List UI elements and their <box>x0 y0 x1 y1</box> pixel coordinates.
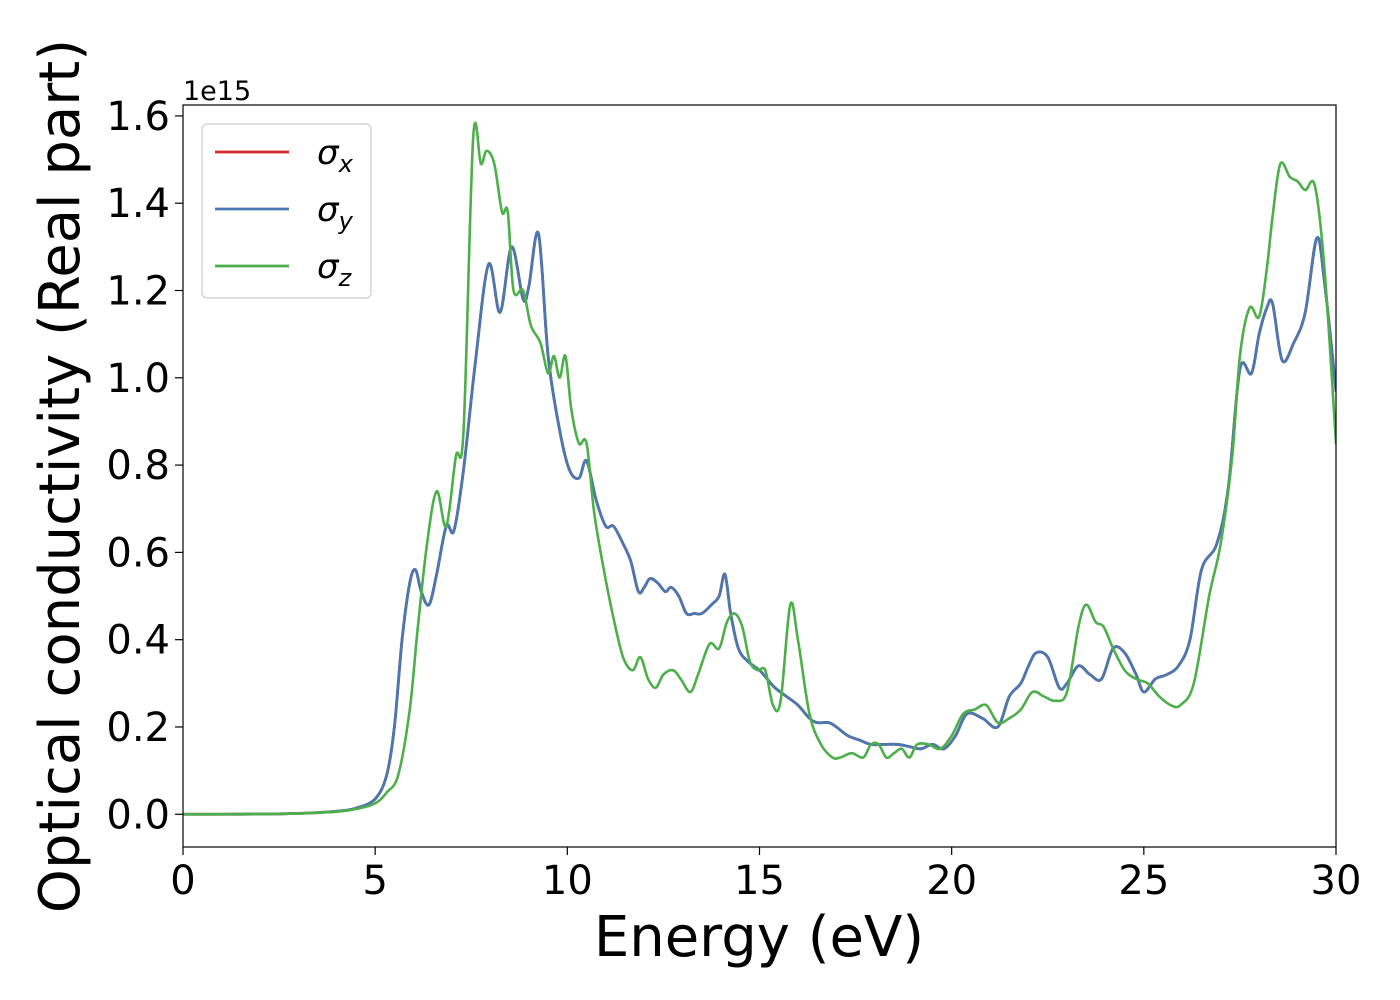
y-tick-label: 1.2 <box>106 269 170 315</box>
legend-symbol: σ <box>317 247 340 287</box>
y-tick-label: 0.0 <box>106 792 170 838</box>
x-axis: 0 5 10 15 20 25 30 <box>170 847 1361 904</box>
y-offset-label: 1e15 <box>183 76 251 107</box>
y-tick-label: 0.4 <box>106 618 170 664</box>
legend-symbol: σ <box>317 133 340 173</box>
x-tick-label: 25 <box>1118 858 1169 904</box>
x-tick-label: 30 <box>1311 858 1362 904</box>
y-axis-label: Optical conductivity (Real part) <box>28 39 93 913</box>
series-line-y <box>183 230 1336 816</box>
y-tick-label: 1.6 <box>106 94 170 140</box>
y-tick-label: 1.4 <box>106 181 170 227</box>
legend-label-x: σx <box>317 133 354 178</box>
y-tick-label: 0.6 <box>106 530 170 576</box>
legend-label-y: σy <box>317 190 354 235</box>
x-tick-label: 10 <box>542 858 593 904</box>
legend-subscript: x <box>338 150 354 178</box>
y-tick-label: 0.8 <box>106 443 170 489</box>
x-tick-label: 15 <box>734 858 785 904</box>
x-tick-label: 5 <box>362 858 387 904</box>
y-tick-label: 1.0 <box>106 356 170 402</box>
legend-box <box>201 123 372 299</box>
x-axis-label: Energy (eV) <box>594 905 924 970</box>
x-tick-label: 0 <box>170 858 195 904</box>
legend-symbol: σ <box>317 190 340 230</box>
legend-subscript: y <box>338 207 354 235</box>
legend-label-z: σz <box>317 247 353 292</box>
series-layer <box>183 121 1336 816</box>
series-line-z <box>183 121 1336 816</box>
x-tick-label: 20 <box>926 858 977 904</box>
y-tick-label: 0.2 <box>106 705 170 751</box>
legend-subscript: z <box>338 264 353 292</box>
y-axis: 0.0 0.2 0.4 0.6 0.8 1.0 1.2 1.4 1.6 <box>106 94 183 838</box>
